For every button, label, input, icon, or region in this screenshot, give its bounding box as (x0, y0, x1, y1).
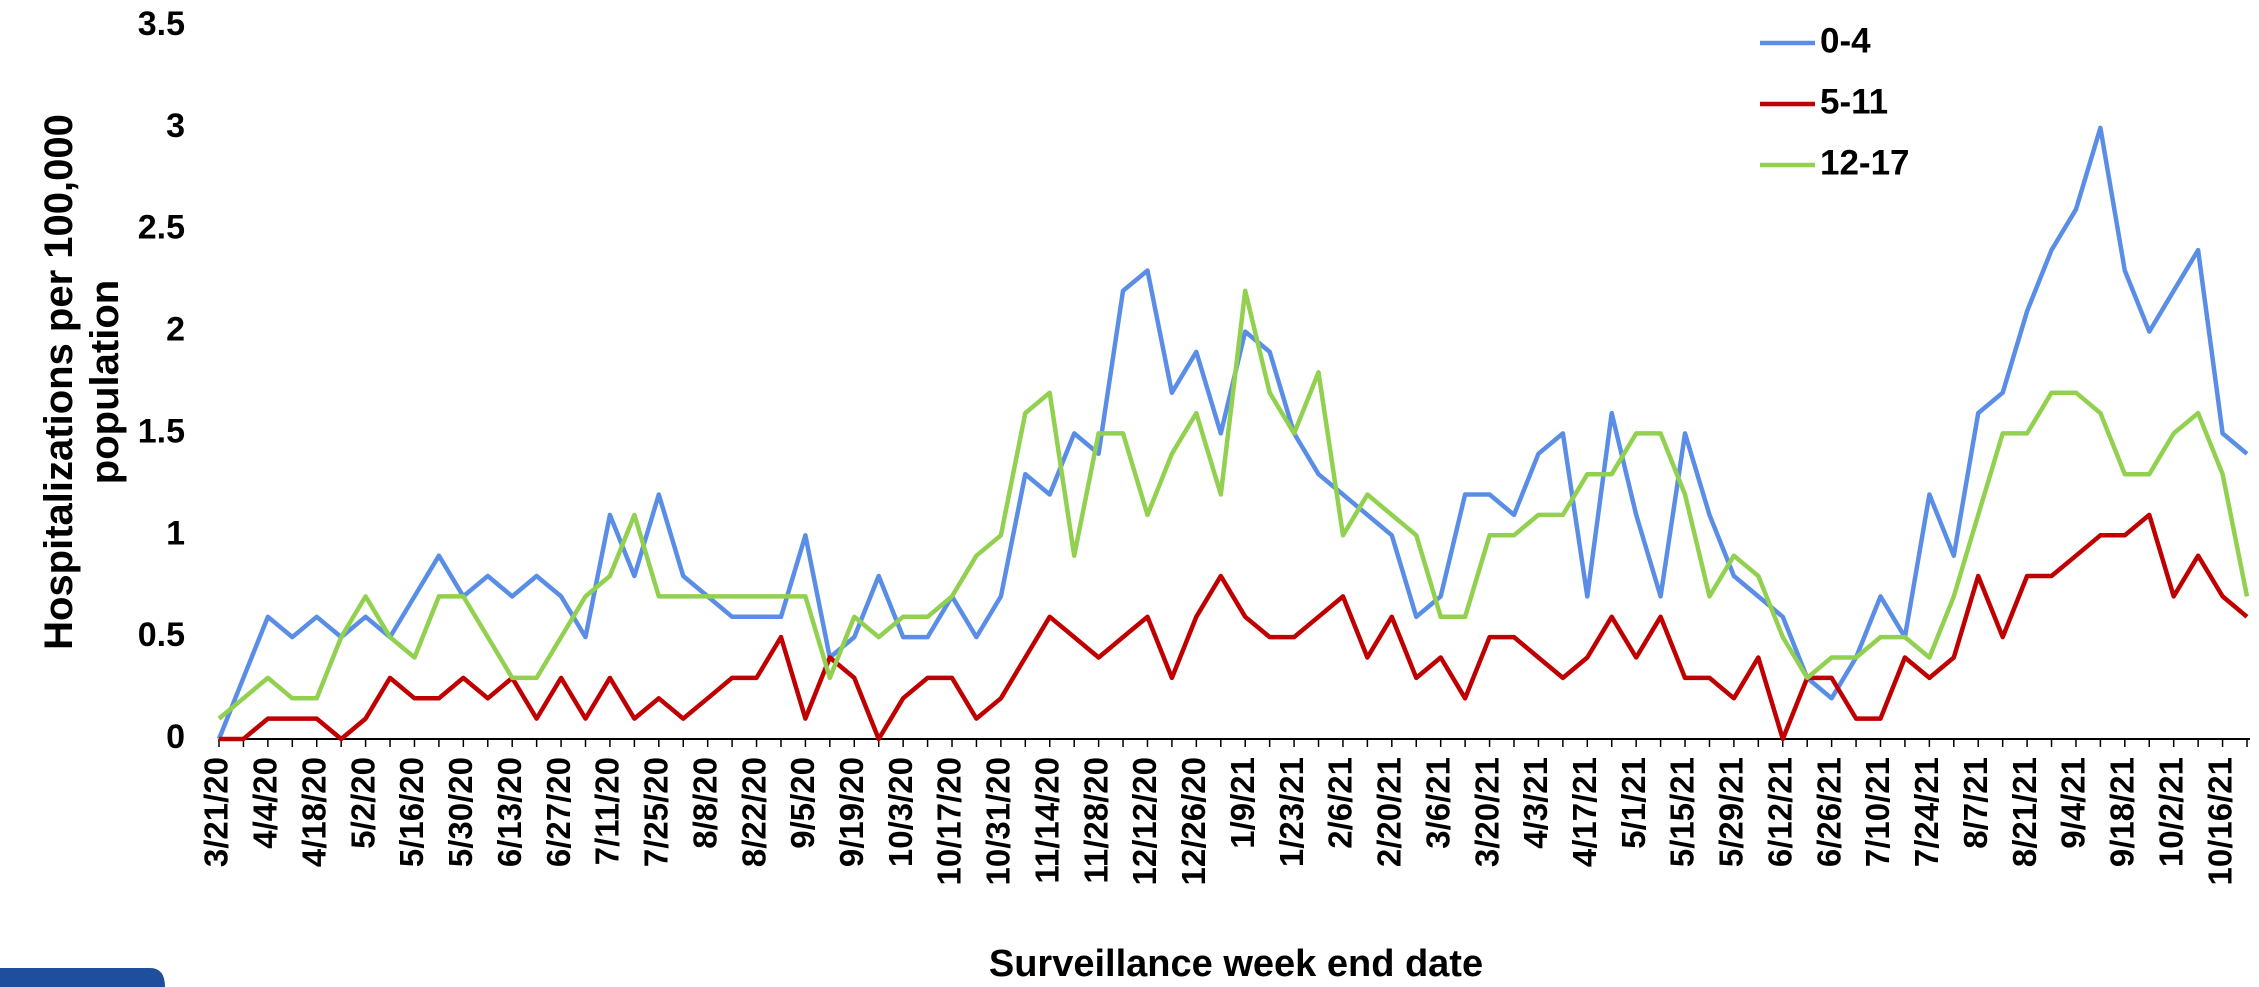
x-tick-label: 5/30/20 (442, 757, 479, 867)
x-tick-label: 5/1/21 (1615, 757, 1652, 849)
x-tick-label: 9/4/21 (2055, 757, 2092, 849)
x-tick-label: 8/8/20 (686, 757, 723, 849)
x-tick-label: 7/11/20 (589, 757, 626, 865)
x-tick-label: 6/13/20 (491, 757, 528, 867)
x-tick-label: 3/21/20 (198, 757, 235, 867)
x-tick-label: 4/18/20 (295, 757, 332, 867)
x-tick-label: 8/7/21 (1957, 757, 1994, 849)
series-line (216, 125, 2249, 740)
x-tick-label: 8/21/21 (2006, 757, 2043, 867)
x-tick-label: 4/4/20 (247, 757, 284, 849)
x-tick-label: 5/16/20 (393, 757, 430, 867)
y-tick-label: 3.5 (138, 5, 185, 43)
x-tick-label: 10/2/21 (2152, 757, 2189, 867)
y-tick-label: 0.5 (138, 616, 185, 654)
x-tick-label: 7/10/21 (1859, 757, 1896, 867)
x-tick-label: 8/22/20 (735, 757, 772, 867)
x-tick-label: 10/16/21 (2201, 757, 2238, 885)
y-axis-title: Hospitalizations per 100,000 population (37, 114, 127, 650)
x-tick-label: 5/15/21 (1664, 757, 1701, 867)
logo (0, 968, 165, 987)
y-tick-label: 0 (166, 718, 185, 756)
y-tick-label: 2.5 (138, 209, 185, 247)
legend-label: 5-11 (1820, 82, 1888, 121)
x-tick-label: 12/26/20 (1175, 757, 1212, 885)
legend-label: 12-17 (1820, 143, 1910, 182)
x-tick-label: 9/18/21 (2104, 757, 2141, 867)
x-tick-label: 6/27/20 (540, 757, 577, 867)
series-line (217, 288, 2250, 721)
y-tick-label: 3 (166, 107, 185, 145)
x-tick-label: 1/9/21 (1224, 757, 1261, 849)
x-tick-label: 6/26/21 (1810, 757, 1847, 867)
x-tick-label: 4/3/21 (1517, 757, 1554, 849)
x-tick-label: 10/3/20 (882, 757, 919, 867)
x-tick-label: 9/5/20 (784, 757, 821, 849)
y-tick-label: 1 (166, 514, 185, 552)
x-tick-label: 12/12/20 (1126, 757, 1163, 885)
x-tick-label: 2/20/21 (1371, 757, 1408, 867)
x-tick-label: 7/24/21 (1908, 757, 1945, 867)
x-tick-label: 5/2/20 (344, 757, 381, 849)
x-tick-label: 10/31/20 (980, 757, 1017, 885)
x-tick-label: 9/19/20 (833, 757, 870, 867)
x-tick-label: 5/29/21 (1713, 757, 1750, 867)
x-tick-label: 3/20/21 (1468, 757, 1505, 867)
x-tick-label: 1/23/21 (1273, 757, 1310, 867)
y-tick-label: 2 (166, 311, 185, 349)
series-line (219, 512, 2249, 742)
x-tick-label: 3/6/21 (1419, 757, 1456, 849)
x-tick-label: 4/17/21 (1566, 757, 1603, 867)
x-tick-label: 11/28/20 (1077, 757, 1114, 884)
x-tick-label: 6/12/21 (1761, 757, 1798, 867)
x-tick-label: 7/25/20 (638, 757, 675, 867)
legend-label: 0-4 (1820, 21, 1871, 60)
x-tick-label: 10/17/20 (931, 757, 968, 885)
y-tick-label: 1.5 (138, 412, 185, 450)
x-axis-title: Surveillance week end date (989, 943, 1483, 985)
x-tick-label: 2/6/21 (1322, 757, 1359, 849)
x-tick-label: 11/14/20 (1028, 757, 1065, 884)
